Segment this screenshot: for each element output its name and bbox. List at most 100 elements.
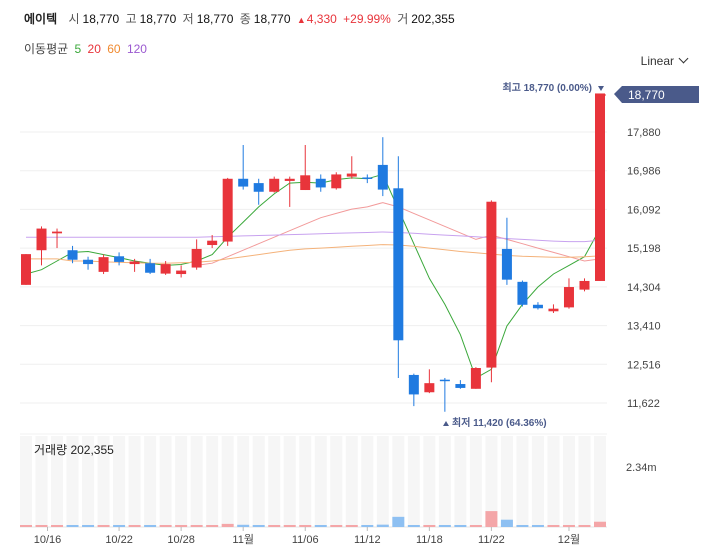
volume-bar[interactable] [175,525,188,527]
ma-legend-120[interactable]: 120 [126,42,147,56]
candle-body[interactable] [191,248,202,268]
volume-bar[interactable] [594,521,606,527]
volume-slot [51,436,64,527]
x-tick-label: 11/12 [354,534,381,546]
candle-body[interactable] [331,174,342,189]
volume-bar[interactable] [345,525,358,527]
ma-legend-60[interactable]: 60 [107,42,121,56]
candle-body[interactable] [455,384,466,388]
volume-bar[interactable] [35,525,48,527]
y-tick-label: 17,880 [627,127,661,139]
candle-body[interactable] [424,383,435,393]
candle-body[interactable] [439,379,450,382]
volume-bar[interactable] [361,525,374,527]
candle-body[interactable] [253,183,264,192]
candle-body[interactable] [501,248,512,280]
candle-body[interactable] [36,228,47,251]
candle-body[interactable] [284,178,295,181]
y-tick-label: 12,516 [627,359,661,371]
volume-slot [128,436,141,527]
volume-slot [206,436,219,527]
candle-body[interactable] [129,261,140,265]
candle-body[interactable] [207,240,218,246]
volume-bar[interactable] [221,523,234,527]
volume-bar[interactable] [51,525,64,527]
volume-bar[interactable] [252,525,265,527]
candle-body[interactable] [548,308,559,312]
candle-body[interactable] [269,178,280,192]
candle-body[interactable] [238,178,249,187]
candle-body[interactable] [300,175,311,191]
volume-slot [299,436,312,527]
candle-body[interactable] [532,304,543,309]
candle-body[interactable] [222,178,233,242]
candle-body[interactable] [114,256,125,262]
volume-bar[interactable] [144,525,157,527]
candle-body[interactable] [517,281,528,305]
candle-body[interactable] [145,263,156,273]
ma-legend-5[interactable]: 5 [74,42,82,56]
volume-bar[interactable] [376,524,389,527]
volume-bar[interactable] [516,525,529,527]
volume-bar[interactable] [128,525,141,527]
volume-bar[interactable] [531,525,544,527]
candle-body[interactable] [346,173,357,177]
candle-body[interactable] [563,287,574,308]
volume-bar[interactable] [237,524,250,527]
candle-body[interactable] [176,270,187,275]
candle-body[interactable] [362,177,373,179]
chevron-down-icon [678,53,689,64]
volume-bar[interactable] [469,525,482,527]
volume-bar[interactable] [97,525,110,527]
volume-slot [578,436,591,527]
candle-body[interactable] [377,164,388,190]
volume-bar[interactable] [578,525,591,527]
candle-body[interactable] [408,374,419,395]
candle-body[interactable] [67,250,78,260]
volume-bar[interactable] [20,525,32,527]
volume-bar[interactable] [206,525,219,527]
volume-bar[interactable] [66,525,79,527]
candle-body[interactable] [486,201,497,368]
volume-slot [594,436,606,527]
volume-slot [454,436,467,527]
volume-bar[interactable] [547,525,560,527]
candle-body[interactable] [393,188,404,341]
volume-bar[interactable] [314,525,327,527]
volume-bar[interactable] [407,525,420,527]
volume-bar[interactable] [159,525,172,527]
candle-body[interactable] [315,178,326,188]
volume-bar[interactable] [299,525,312,527]
x-tick-label: 12월 [558,533,580,546]
candle-body[interactable] [595,93,605,281]
volume-bar[interactable] [283,525,296,527]
ma-legend-20[interactable]: 20 [87,42,101,56]
volume-slot [20,436,32,527]
volume-bar[interactable] [82,525,95,527]
candle-body[interactable] [579,280,590,290]
volume-bar[interactable] [113,525,126,527]
candle-body[interactable] [470,368,481,389]
volume-bar[interactable] [268,525,281,527]
volume-value: 202,355 [411,12,455,26]
volume-bar[interactable] [485,511,498,527]
volume-bar[interactable] [500,519,513,527]
candle-body[interactable] [160,264,171,274]
volume-slot [407,436,420,527]
candle-body[interactable] [98,257,109,272]
volume-slot [113,436,126,527]
candle-body[interactable] [21,254,31,285]
volume-bar[interactable] [454,525,467,527]
volume-slot [221,436,234,527]
volume-bar[interactable] [392,516,405,527]
scale-dropdown[interactable]: Linear [641,53,689,68]
candle-body[interactable] [52,231,63,234]
candle-body[interactable] [83,259,94,265]
volume-bar[interactable] [423,525,436,527]
ma-60-line [26,244,601,264]
volume-bar[interactable] [562,525,575,527]
volume-bar[interactable] [190,525,203,527]
volume-bar[interactable] [438,525,451,527]
volume-bar[interactable] [330,525,343,527]
